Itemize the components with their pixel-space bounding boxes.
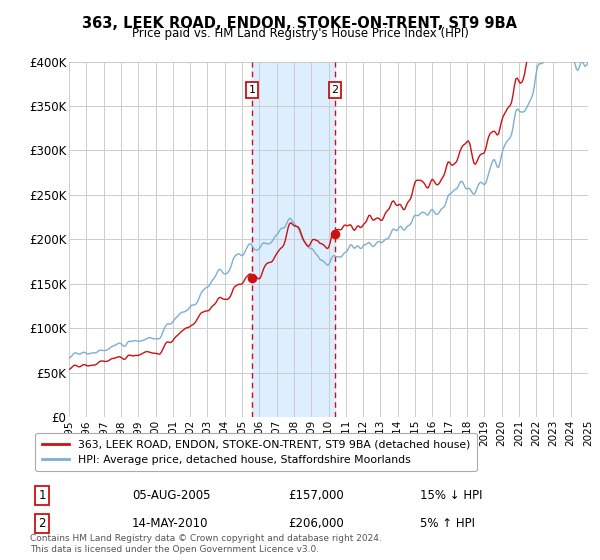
Text: 14-MAY-2010: 14-MAY-2010: [132, 517, 209, 530]
Text: 2: 2: [331, 85, 338, 95]
Legend: 363, LEEK ROAD, ENDON, STOKE-ON-TRENT, ST9 9BA (detached house), HPI: Average pr: 363, LEEK ROAD, ENDON, STOKE-ON-TRENT, S…: [35, 433, 476, 472]
Bar: [252, 62, 335, 417]
Text: 15% ↓ HPI: 15% ↓ HPI: [420, 489, 482, 502]
Point: [247, 273, 257, 282]
Text: 1: 1: [248, 85, 256, 95]
Text: £206,000: £206,000: [288, 517, 344, 530]
Text: £157,000: £157,000: [288, 489, 344, 502]
Text: 05-AUG-2005: 05-AUG-2005: [132, 489, 211, 502]
Text: 5% ↑ HPI: 5% ↑ HPI: [420, 517, 475, 530]
Text: Contains HM Land Registry data © Crown copyright and database right 2024.: Contains HM Land Registry data © Crown c…: [30, 534, 382, 543]
Point: [330, 230, 340, 239]
Text: Price paid vs. HM Land Registry's House Price Index (HPI): Price paid vs. HM Land Registry's House …: [131, 27, 469, 40]
Text: 363, LEEK ROAD, ENDON, STOKE-ON-TRENT, ST9 9BA: 363, LEEK ROAD, ENDON, STOKE-ON-TRENT, S…: [83, 16, 517, 31]
Text: This data is licensed under the Open Government Licence v3.0.: This data is licensed under the Open Gov…: [30, 545, 319, 554]
Text: 1: 1: [38, 489, 46, 502]
Text: 2: 2: [38, 517, 46, 530]
